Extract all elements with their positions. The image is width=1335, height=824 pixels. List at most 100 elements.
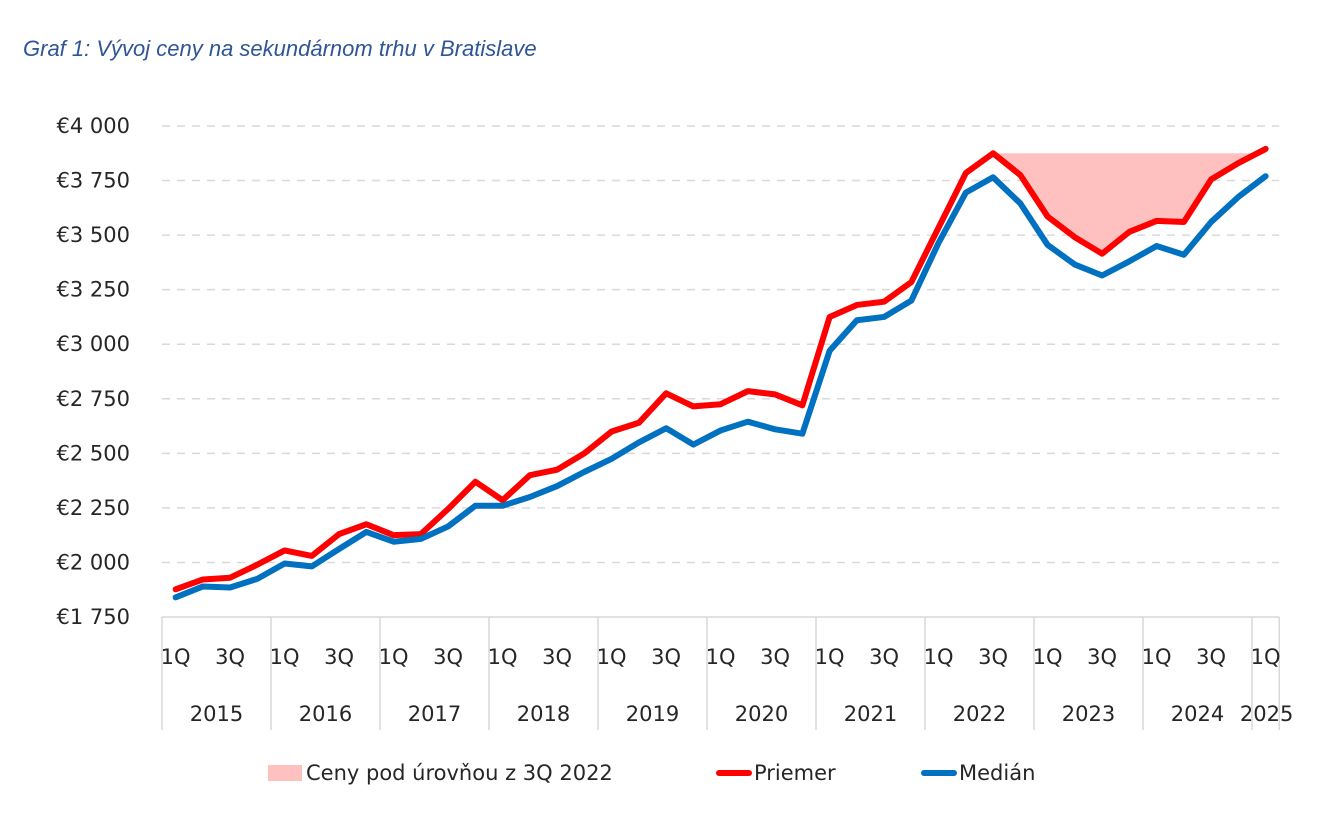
data-point-priemer — [718, 401, 724, 407]
data-point-medin — [718, 427, 724, 433]
x-quarter-label: 1Q — [1251, 645, 1281, 669]
x-quarter-label: 1Q — [270, 645, 300, 669]
x-quarter-label: 3Q — [760, 645, 790, 669]
data-point-medin — [636, 439, 642, 445]
y-tick-label: €2 500 — [57, 441, 130, 465]
x-year-label: 2021 — [844, 702, 897, 726]
y-tick-label: €3 500 — [57, 223, 130, 247]
x-quarter-label: 1Q — [488, 645, 518, 669]
data-point-priemer — [472, 479, 478, 485]
data-point-medin — [200, 583, 206, 589]
data-point-medin — [963, 190, 969, 196]
data-point-priemer — [745, 388, 751, 394]
data-point-priemer — [363, 521, 369, 527]
x-year-label: 2017 — [408, 702, 461, 726]
x-quarter-label: 1Q — [597, 645, 627, 669]
data-point-medin — [418, 536, 424, 542]
legend-item-median[interactable]: Medián — [921, 758, 1035, 788]
data-point-priemer — [309, 553, 315, 559]
data-point-medin — [1235, 194, 1241, 200]
series-line-medin — [172, 173, 1269, 601]
data-point-priemer — [609, 429, 615, 435]
data-point-priemer — [1235, 160, 1241, 166]
x-year-label: 2018 — [517, 702, 570, 726]
data-point-medin — [1154, 243, 1160, 249]
legend-label-area: Ceny pod úrovňou z 3Q 2022 — [306, 761, 613, 785]
data-point-medin — [1126, 258, 1132, 264]
data-point-priemer — [200, 576, 206, 582]
x-quarter-label: 1Q — [815, 645, 845, 669]
data-point-medin — [527, 494, 533, 500]
data-point-medin — [1099, 272, 1105, 278]
data-point-medin — [745, 419, 751, 425]
data-point-priemer — [391, 532, 397, 538]
x-quarter-label: 3Q — [1087, 645, 1117, 669]
x-quarter-label: 3Q — [215, 645, 245, 669]
data-point-priemer — [527, 472, 533, 478]
data-point-medin — [336, 546, 342, 552]
data-point-medin — [363, 529, 369, 535]
data-point-priemer — [1072, 234, 1078, 240]
data-point-medin — [1045, 242, 1051, 248]
data-point-priemer — [854, 302, 860, 308]
data-point-medin — [581, 469, 587, 475]
data-point-medin — [690, 442, 696, 448]
data-point-medin — [854, 317, 860, 323]
data-point-priemer — [636, 420, 642, 426]
data-point-medin — [309, 563, 315, 569]
legend-item-priemer[interactable]: Priemer — [716, 758, 836, 788]
x-year-label: 2023 — [1062, 702, 1115, 726]
series-layer — [172, 145, 1269, 601]
data-point-priemer — [445, 506, 451, 512]
data-point-priemer — [1045, 214, 1051, 220]
x-quarter-label: 1Q — [161, 645, 191, 669]
legend-label-priemer: Priemer — [754, 761, 836, 785]
x-quarter-label: 3Q — [1196, 645, 1226, 669]
y-tick-label: €4 000 — [57, 114, 130, 138]
x-quarter-label: 1Q — [1033, 645, 1063, 669]
x-year-label: 2019 — [626, 702, 679, 726]
data-point-priemer — [908, 279, 914, 285]
y-tick-label: €2 000 — [57, 550, 130, 574]
y-tick-label: €2 750 — [57, 387, 130, 411]
x-quarter-label: 3Q — [324, 645, 354, 669]
y-tick-label: €3 250 — [57, 278, 130, 302]
y-tick-label: €1 750 — [57, 605, 130, 629]
data-point-medin — [827, 348, 833, 354]
data-point-medin — [772, 426, 778, 432]
data-point-medin — [173, 594, 179, 600]
y-tick-label: €3 000 — [57, 332, 130, 356]
data-point-priemer — [936, 224, 942, 230]
data-point-priemer — [663, 390, 669, 396]
data-point-priemer — [554, 467, 560, 473]
data-point-medin — [254, 576, 260, 582]
data-point-priemer — [990, 150, 996, 156]
x-year-label: 2015 — [190, 702, 243, 726]
data-point-priemer — [1154, 218, 1160, 224]
x-year-label: 2016 — [299, 702, 352, 726]
chart-title: Graf 1: Vývoj ceny na sekundárnom trhu v… — [23, 36, 537, 61]
legend-label-median: Medián — [959, 761, 1036, 785]
data-point-priemer — [173, 586, 179, 592]
legend-item-area[interactable]: Ceny pod úrovňou z 3Q 2022 — [268, 758, 613, 788]
area-layer — [993, 153, 1266, 254]
legend-area-swatch-icon — [268, 765, 302, 781]
x-quarter-label: 3Q — [869, 645, 899, 669]
data-point-priemer — [772, 391, 778, 397]
grid-layer — [162, 125, 1280, 564]
x-quarter-label: 3Q — [978, 645, 1008, 669]
data-point-medin — [908, 298, 914, 304]
data-point-medin — [1181, 252, 1187, 258]
data-point-medin — [609, 456, 615, 462]
data-point-priemer — [1208, 176, 1214, 182]
data-point-priemer — [881, 299, 887, 305]
legend-blue-line-icon — [921, 770, 957, 776]
data-point-medin — [1263, 173, 1269, 179]
data-point-priemer — [1017, 172, 1023, 178]
data-point-medin — [1072, 262, 1078, 268]
data-point-medin — [1017, 200, 1023, 206]
data-point-medin — [554, 483, 560, 489]
data-point-medin — [990, 174, 996, 180]
x-year-label: 2025 — [1240, 702, 1293, 726]
